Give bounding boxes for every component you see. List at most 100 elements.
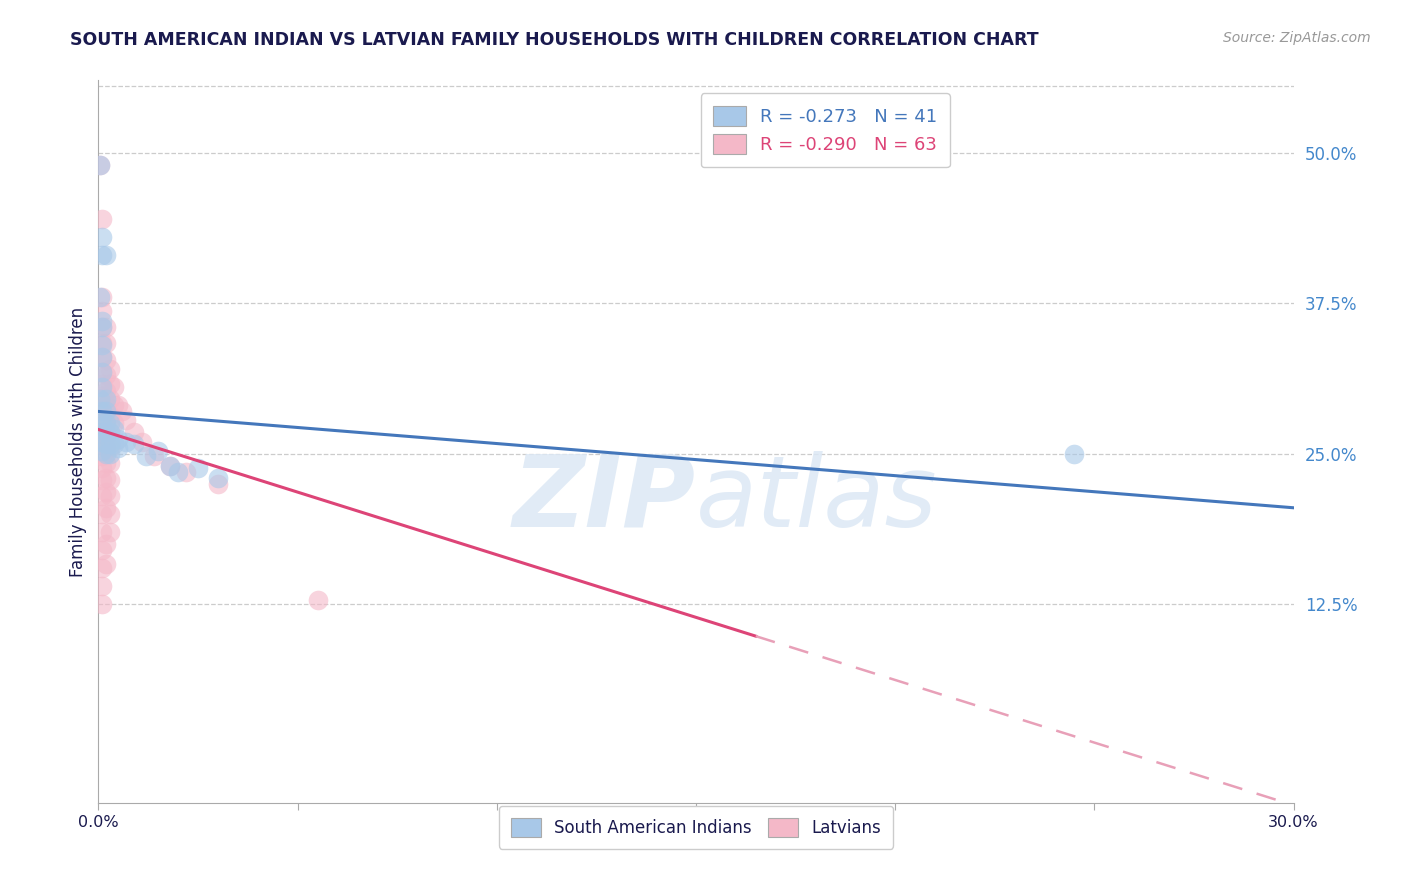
Point bbox=[98, 408, 122, 422]
Y-axis label: Family Households with Children: Family Households with Children bbox=[69, 307, 87, 576]
Point bbox=[91, 444, 114, 458]
Point bbox=[107, 432, 129, 446]
Point bbox=[91, 380, 114, 394]
Point bbox=[103, 380, 125, 394]
Point bbox=[207, 476, 229, 491]
Point bbox=[96, 456, 118, 470]
Point bbox=[91, 434, 114, 449]
Point bbox=[91, 413, 114, 427]
Point bbox=[124, 437, 146, 451]
Point bbox=[159, 458, 181, 473]
Point bbox=[187, 461, 209, 475]
Point bbox=[103, 437, 125, 451]
Point bbox=[96, 537, 118, 551]
Point bbox=[131, 434, 153, 449]
Point bbox=[98, 507, 122, 521]
Point bbox=[307, 593, 329, 607]
Point bbox=[91, 437, 114, 451]
Point bbox=[96, 413, 118, 427]
Point bbox=[91, 335, 114, 350]
Point bbox=[91, 350, 114, 364]
Text: SOUTH AMERICAN INDIAN VS LATVIAN FAMILY HOUSEHOLDS WITH CHILDREN CORRELATION CHA: SOUTH AMERICAN INDIAN VS LATVIAN FAMILY … bbox=[70, 31, 1039, 49]
Point bbox=[96, 398, 118, 412]
Point bbox=[91, 507, 114, 521]
Point bbox=[98, 446, 122, 460]
Point bbox=[96, 417, 118, 431]
Point bbox=[91, 376, 114, 391]
Point bbox=[124, 425, 146, 439]
Point bbox=[91, 561, 114, 575]
Point bbox=[107, 441, 129, 455]
Point bbox=[96, 368, 118, 383]
Point bbox=[98, 441, 122, 455]
Point bbox=[98, 425, 122, 439]
Point bbox=[96, 320, 118, 334]
Point bbox=[91, 524, 114, 539]
Point bbox=[91, 597, 114, 611]
Point bbox=[159, 458, 181, 473]
Point bbox=[91, 338, 114, 352]
Point bbox=[207, 471, 229, 485]
Point bbox=[103, 398, 125, 412]
Point bbox=[91, 461, 114, 475]
Point bbox=[98, 524, 122, 539]
Point bbox=[91, 425, 114, 439]
Point bbox=[91, 425, 114, 439]
Point bbox=[107, 398, 129, 412]
Point bbox=[96, 248, 118, 262]
Point bbox=[96, 437, 118, 451]
Point bbox=[91, 211, 114, 226]
Point bbox=[96, 384, 118, 398]
Point bbox=[91, 404, 114, 418]
Point bbox=[96, 446, 118, 460]
Point bbox=[98, 437, 122, 451]
Point bbox=[91, 304, 114, 318]
Point bbox=[148, 444, 170, 458]
Point bbox=[96, 428, 118, 442]
Point bbox=[103, 423, 125, 437]
Point bbox=[143, 449, 166, 463]
Point bbox=[98, 425, 122, 439]
Point bbox=[96, 404, 118, 418]
Point bbox=[89, 392, 111, 407]
Point bbox=[96, 558, 118, 572]
Legend: South American Indians, Latvians: South American Indians, Latvians bbox=[499, 806, 893, 848]
Point bbox=[91, 389, 114, 403]
Point bbox=[96, 425, 118, 439]
Point bbox=[91, 248, 114, 262]
Point bbox=[115, 413, 138, 427]
Point bbox=[89, 158, 111, 172]
Text: ZIP: ZIP bbox=[513, 450, 696, 548]
Text: atlas: atlas bbox=[696, 450, 938, 548]
Point bbox=[98, 473, 122, 487]
Point bbox=[91, 314, 114, 328]
Point bbox=[91, 420, 114, 434]
Point bbox=[111, 404, 134, 418]
Point bbox=[91, 365, 114, 379]
Point bbox=[96, 485, 118, 500]
Point bbox=[91, 350, 114, 364]
Point bbox=[115, 434, 138, 449]
Point bbox=[91, 542, 114, 557]
Point bbox=[98, 392, 122, 407]
Point bbox=[98, 417, 122, 431]
Point bbox=[91, 473, 114, 487]
Point bbox=[91, 579, 114, 593]
Point bbox=[96, 392, 118, 407]
Point bbox=[91, 449, 114, 463]
Point bbox=[89, 290, 111, 304]
Point bbox=[96, 352, 118, 367]
Point bbox=[91, 290, 114, 304]
Point bbox=[167, 465, 190, 479]
Point bbox=[96, 335, 118, 350]
Point bbox=[96, 471, 118, 485]
Point bbox=[89, 158, 111, 172]
Point bbox=[103, 417, 125, 431]
Point bbox=[91, 489, 114, 503]
Point bbox=[98, 376, 122, 391]
Point bbox=[98, 362, 122, 376]
Point bbox=[91, 365, 114, 379]
Point bbox=[1063, 446, 1085, 460]
Point bbox=[135, 449, 157, 463]
Point bbox=[91, 230, 114, 244]
